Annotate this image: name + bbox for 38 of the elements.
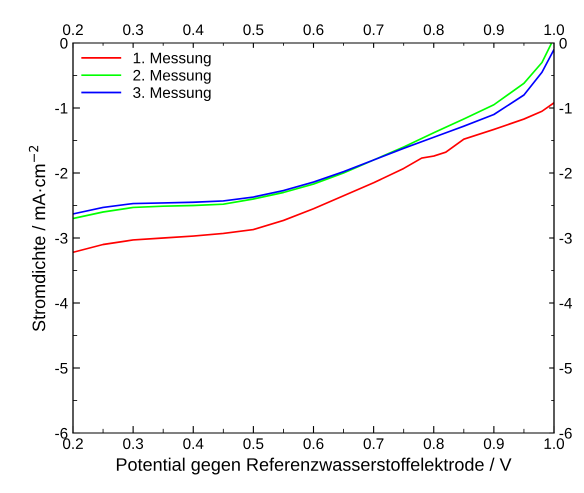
x2-tick-label: 1.0 bbox=[544, 24, 564, 36]
y2-tick-label: 0 bbox=[559, 38, 567, 49]
legend-label: 3. Messung bbox=[133, 87, 211, 102]
y2-tick-label: -2 bbox=[560, 168, 572, 179]
y-tick-label: -6 bbox=[55, 428, 68, 439]
x-axis-title: Potential gegen Referenzwasserstoffelektrode / V bbox=[116, 458, 512, 474]
x-tick-label: 0.5 bbox=[243, 438, 264, 450]
x2-tick-label: 0.3 bbox=[123, 24, 144, 36]
x-tick-label: 0.6 bbox=[303, 438, 324, 450]
x-tick-label: 0.2 bbox=[62, 438, 83, 450]
x2-tick-label: 0.5 bbox=[243, 24, 264, 36]
x2-tick-label: 0.8 bbox=[424, 24, 444, 36]
y-tick-label: -4 bbox=[55, 298, 68, 309]
y2-tick-label: -5 bbox=[560, 363, 572, 374]
line-series bbox=[73, 102, 554, 254]
legend-label: 1. Messung bbox=[134, 52, 211, 66]
y2-tick-label: -6 bbox=[560, 428, 572, 439]
x2-tick-label: 0.6 bbox=[303, 24, 324, 36]
x-tick-label: 0.9 bbox=[484, 438, 504, 450]
x2-tick-label: 0.2 bbox=[62, 24, 83, 36]
x-tick-label: 0.7 bbox=[364, 438, 384, 450]
y2-tick-label: -4 bbox=[560, 298, 572, 309]
x2-tick-label: 0.4 bbox=[183, 24, 204, 36]
y2-tick-label: -3 bbox=[560, 232, 572, 244]
x-tick-label: 1.0 bbox=[544, 438, 564, 450]
x-tick-label: 0.8 bbox=[424, 438, 444, 450]
y-tick-label: -3 bbox=[55, 232, 68, 244]
y-axis-title: Stromdichte / mA·cm$^{−2}$ bbox=[28, 146, 46, 332]
x2-tick-label: 0.9 bbox=[484, 24, 504, 36]
y-tick-label: -2 bbox=[55, 168, 68, 179]
legend-label: 2. Messung bbox=[133, 70, 211, 84]
x2-tick-label: 0.7 bbox=[364, 24, 384, 36]
y-tick-label: -5 bbox=[55, 363, 68, 374]
y2-tick-label: -1 bbox=[560, 103, 572, 114]
x-tick-label: 0.3 bbox=[123, 438, 144, 450]
y-tick-label: 0 bbox=[60, 38, 68, 49]
x-tick-label: 0.4 bbox=[183, 438, 204, 450]
y-tick-label: -1 bbox=[55, 103, 68, 114]
